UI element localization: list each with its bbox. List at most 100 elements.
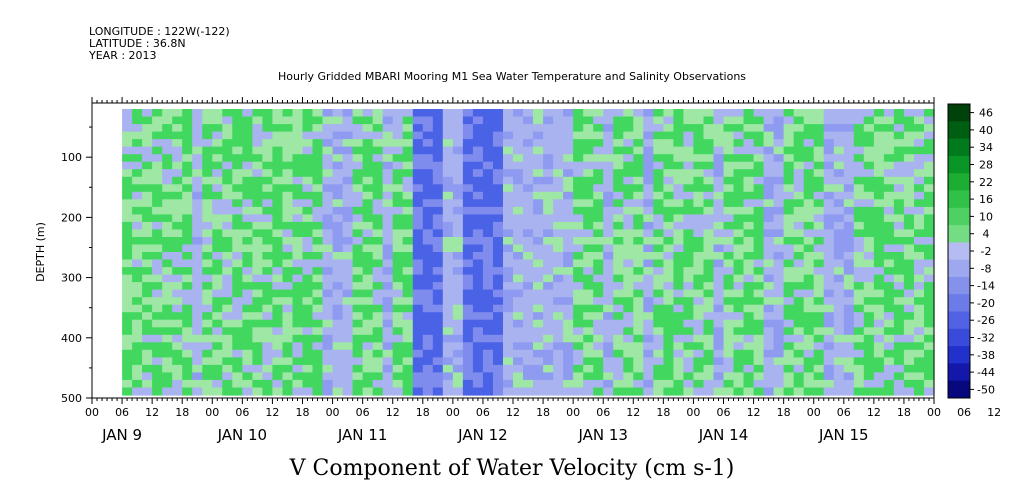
heatmap-cell <box>883 154 895 163</box>
heatmap-cell <box>292 379 304 388</box>
heatmap-cell <box>523 244 534 253</box>
heatmap-cell <box>472 297 484 306</box>
heatmap-cell <box>202 252 213 261</box>
heatmap-cell <box>914 229 925 238</box>
heatmap-cell <box>172 146 183 155</box>
heatmap-cell <box>182 379 193 388</box>
heatmap-cell <box>412 131 424 140</box>
x-hour-label: 06 <box>356 406 370 419</box>
heatmap-cell <box>563 191 574 200</box>
heatmap-cell <box>893 297 905 306</box>
heatmap-cell <box>362 312 374 321</box>
heatmap-cell <box>833 312 845 321</box>
heatmap-cell <box>863 191 875 200</box>
heatmap-cell <box>302 116 314 125</box>
heatmap-cell <box>312 116 324 125</box>
heatmap-cell <box>152 221 163 230</box>
heatmap-cell <box>202 206 213 215</box>
heatmap-cell <box>693 267 704 276</box>
heatmap-cell <box>212 282 223 291</box>
heatmap-cell <box>152 379 163 388</box>
heatmap-cell <box>643 267 654 276</box>
heatmap-cell <box>272 252 283 261</box>
heatmap-cell <box>122 274 133 283</box>
heatmap-cell <box>202 124 213 133</box>
heatmap-cell <box>763 357 775 366</box>
heatmap-cell <box>412 259 424 268</box>
heatmap-cell <box>162 357 173 366</box>
heatmap-cell <box>703 146 715 155</box>
heatmap-cell <box>342 372 354 381</box>
heatmap-cell <box>633 229 644 238</box>
heatmap-cell <box>743 312 755 321</box>
heatmap-cell <box>493 229 504 238</box>
heatmap-cell <box>683 109 694 118</box>
heatmap-cell <box>202 139 213 148</box>
heatmap-cell <box>583 116 594 125</box>
heatmap-cell <box>372 176 384 185</box>
heatmap-cell <box>362 357 374 366</box>
heatmap-cell <box>873 252 885 261</box>
heatmap-cell <box>723 297 735 306</box>
heatmap-cell <box>853 312 865 321</box>
heatmap-cell <box>813 304 825 313</box>
heatmap-cell <box>813 364 825 373</box>
heatmap-cell <box>202 161 213 170</box>
heatmap-cell <box>733 289 745 298</box>
heatmap-cell <box>242 229 253 238</box>
heatmap-cell <box>863 282 875 291</box>
heatmap-cell <box>803 229 815 238</box>
heatmap-cell <box>372 109 384 118</box>
heatmap-cell <box>262 206 273 215</box>
heatmap-cell <box>482 221 494 230</box>
heatmap-cell <box>152 116 163 125</box>
heatmap-cell <box>623 387 634 396</box>
heatmap-cell <box>152 252 163 261</box>
heatmap-cell <box>432 282 444 291</box>
heatmap-cell <box>743 319 755 328</box>
heatmap-cell <box>893 221 905 230</box>
heatmap-cell <box>322 372 334 381</box>
heatmap-cell <box>793 206 805 215</box>
heatmap-cell <box>402 116 414 125</box>
heatmap-cell <box>643 244 654 253</box>
heatmap-cell <box>683 387 694 396</box>
heatmap-cell <box>412 364 424 373</box>
heatmap-cell <box>843 206 855 215</box>
heatmap-cell <box>914 289 925 298</box>
heatmap-cell <box>753 289 765 298</box>
heatmap-cell <box>723 191 735 200</box>
heatmap-cell <box>693 334 704 343</box>
heatmap-cell <box>683 267 694 276</box>
heatmap-cell <box>713 146 725 155</box>
heatmap-cell <box>402 327 414 336</box>
heatmap-cell <box>553 319 564 328</box>
heatmap-cell <box>633 349 644 358</box>
heatmap-cell <box>893 334 905 343</box>
heatmap-cell <box>893 349 905 358</box>
heatmap-cell <box>142 327 153 336</box>
heatmap-cell <box>703 334 715 343</box>
heatmap-cell <box>402 206 414 215</box>
heatmap-cell <box>503 282 514 291</box>
heatmap-cell <box>523 206 534 215</box>
heatmap-cell <box>713 184 725 193</box>
heatmap-cell <box>282 191 294 200</box>
heatmap-cell <box>442 214 454 223</box>
heatmap-cell <box>342 244 354 253</box>
heatmap-cell <box>302 289 314 298</box>
heatmap-cell <box>663 297 674 306</box>
heatmap-cell <box>673 206 684 215</box>
heatmap-cell <box>282 342 294 351</box>
heatmap-cell <box>302 221 314 230</box>
heatmap-cell <box>553 357 564 366</box>
heatmap-cell <box>513 199 524 208</box>
heatmap-cell <box>172 229 183 238</box>
heatmap-cell <box>903 274 915 283</box>
heatmap-cell <box>723 116 735 125</box>
heatmap-cell <box>723 304 735 313</box>
heatmap-cell <box>813 161 825 170</box>
heatmap-cell <box>372 334 384 343</box>
heatmap-cell <box>773 334 785 343</box>
heatmap-cell <box>853 304 865 313</box>
